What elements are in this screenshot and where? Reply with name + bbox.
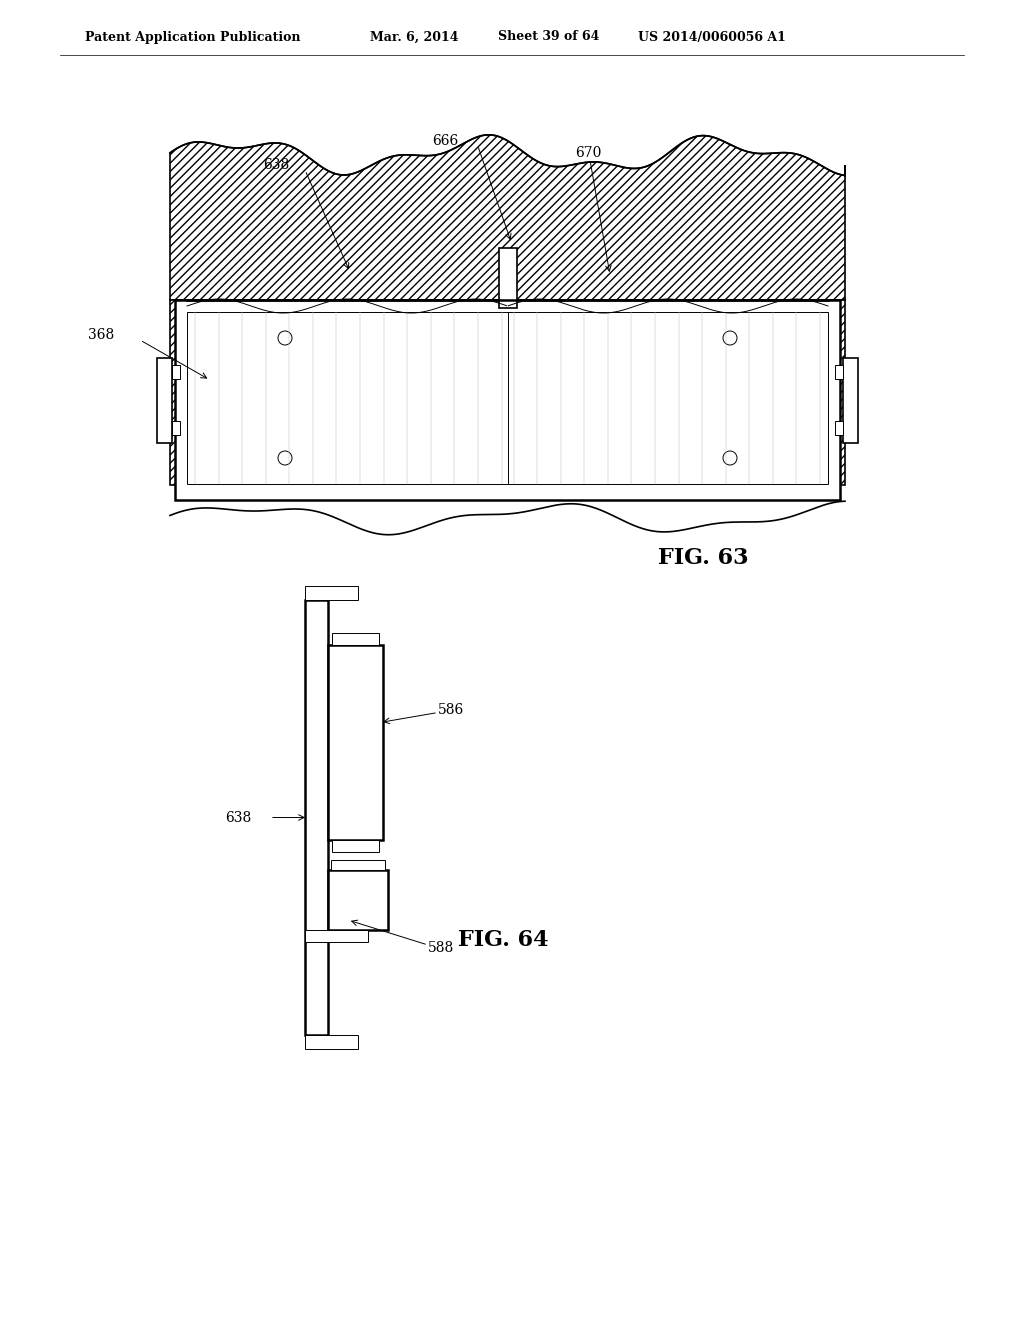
Text: Patent Application Publication: Patent Application Publication <box>85 30 300 44</box>
Bar <box>328 645 383 840</box>
Text: 670: 670 <box>575 147 601 160</box>
Text: 666: 666 <box>432 135 459 148</box>
Bar <box>331 861 385 870</box>
Bar <box>328 870 388 931</box>
Bar <box>499 248 516 308</box>
Bar <box>172 421 180 436</box>
Polygon shape <box>800 300 845 484</box>
Text: US 2014/0060056 A1: US 2014/0060056 A1 <box>638 30 785 44</box>
Bar <box>175 300 840 500</box>
Text: Sheet 39 of 64: Sheet 39 of 64 <box>498 30 599 44</box>
Bar <box>305 1035 358 1049</box>
Text: 586: 586 <box>438 702 464 717</box>
Bar <box>332 840 379 851</box>
Bar <box>332 634 379 645</box>
Text: 368: 368 <box>88 327 115 342</box>
Bar <box>835 421 843 436</box>
Text: FIG. 64: FIG. 64 <box>458 929 549 950</box>
Bar <box>157 358 172 442</box>
Text: 638: 638 <box>225 810 251 825</box>
Text: FIG. 63: FIG. 63 <box>658 546 749 569</box>
Polygon shape <box>170 300 215 484</box>
Circle shape <box>723 331 737 345</box>
Bar <box>843 358 858 442</box>
Bar <box>187 312 828 484</box>
Circle shape <box>278 451 292 465</box>
Bar <box>305 931 368 942</box>
Text: 638: 638 <box>263 158 289 172</box>
Bar <box>305 586 358 601</box>
Circle shape <box>723 451 737 465</box>
Bar <box>172 366 180 379</box>
Circle shape <box>278 331 292 345</box>
Text: Mar. 6, 2014: Mar. 6, 2014 <box>370 30 459 44</box>
Bar <box>305 601 328 1035</box>
Polygon shape <box>170 135 845 300</box>
Bar <box>835 366 843 379</box>
Text: 588: 588 <box>428 941 455 954</box>
